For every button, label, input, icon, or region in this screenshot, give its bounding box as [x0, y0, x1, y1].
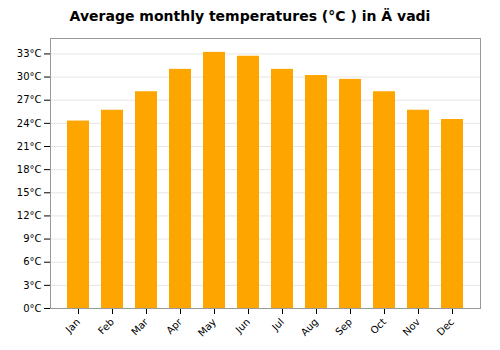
svg-text:May: May [196, 316, 218, 338]
svg-text:24°C: 24°C [17, 118, 42, 129]
svg-text:3°C: 3°C [23, 280, 41, 291]
svg-text:Jul: Jul [269, 316, 286, 333]
svg-text:Mar: Mar [129, 316, 151, 338]
svg-text:Jan: Jan [63, 316, 82, 335]
svg-text:30°C: 30°C [17, 71, 42, 82]
svg-text:Jun: Jun [233, 316, 253, 336]
svg-text:18°C: 18°C [17, 164, 42, 175]
svg-text:6°C: 6°C [23, 256, 41, 267]
svg-text:15°C: 15°C [17, 187, 42, 198]
svg-text:Nov: Nov [401, 316, 423, 338]
svg-text:Aug: Aug [299, 316, 321, 338]
svg-text:Sep: Sep [333, 316, 354, 337]
svg-text:Dec: Dec [435, 316, 456, 337]
html-text:Average monthly temperatures (: Average monthly temperatures (°C ) in Ä … [69, 8, 431, 24]
svg-text:Feb: Feb [96, 316, 116, 336]
svg-text:0°C: 0°C [23, 303, 41, 314]
svg-text:27°C: 27°C [17, 94, 42, 105]
svg-text:21°C: 21°C [17, 141, 42, 152]
svg-text:Apr: Apr [164, 316, 185, 337]
svg-text:33°C: 33°C [17, 48, 42, 59]
svg-text:9°C: 9°C [23, 233, 41, 244]
svg-text:12°C: 12°C [17, 210, 42, 221]
svg-text:Oct: Oct [368, 316, 388, 336]
